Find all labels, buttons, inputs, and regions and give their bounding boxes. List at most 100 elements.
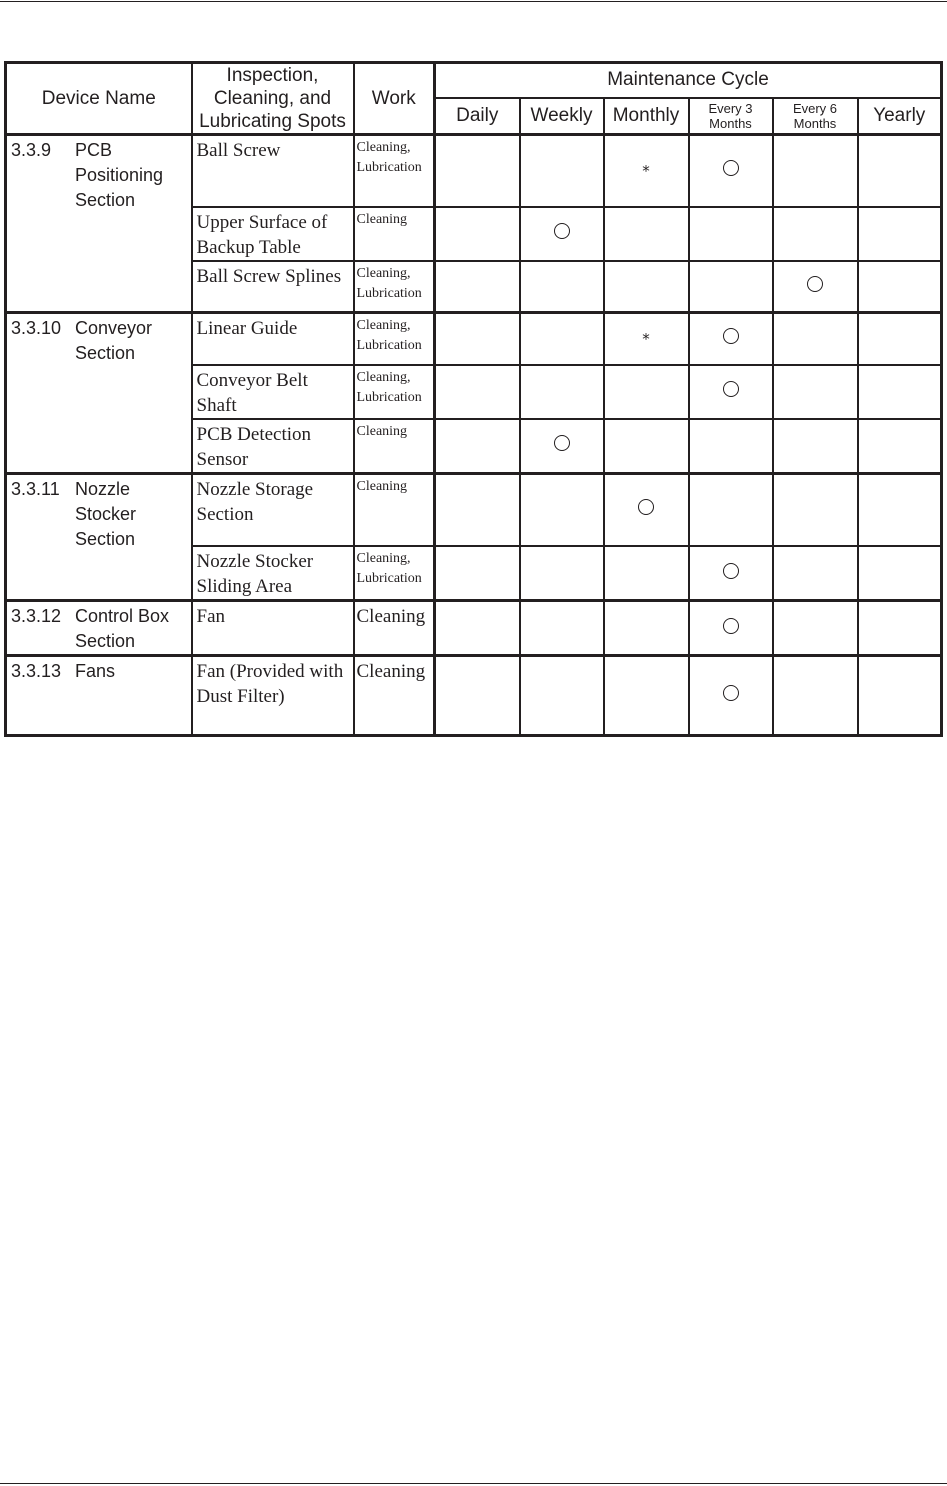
cycle-cell-5 (856, 259, 943, 314)
table-row: Ball Screw Splines Cleaning, Lubrication (6, 259, 943, 314)
circle-mark-icon (722, 328, 739, 345)
cycle-cell-1 (518, 259, 605, 314)
device-name: Control Box Section (75, 606, 170, 651)
circle-mark-icon (722, 562, 739, 579)
spot-cell: Nozzle Storage Section (190, 471, 355, 547)
cycle-cell-2: * (602, 311, 690, 366)
device-name-cell: 3.3.9 PCB Positioning Section (4, 133, 193, 314)
spot-cell: Upper Surface of Backup Table (190, 205, 355, 262)
circle-mark-icon (553, 435, 570, 451)
work-cell: Cleaning, Lubrication (352, 545, 436, 602)
circle-mark-icon (722, 685, 739, 701)
work-cell: Cleaning (352, 205, 436, 262)
table-row: 3.3.10 Conveyor Section Linear Guide Cleani… (4, 311, 943, 474)
table-row: 3.3.12 Control Box Section Fan Cleaning (4, 599, 943, 657)
top-rule (0, 1, 947, 2)
cycle-cell-3 (687, 259, 774, 314)
cycle-cell-5 (856, 545, 943, 602)
work-cell: Cleaning, Lubrication (352, 363, 436, 420)
cycle-cell-0 (433, 311, 521, 366)
cycle-cell-1 (518, 363, 605, 420)
section-number: 3.3.9 (11, 140, 52, 160)
circle-mark-icon (807, 275, 823, 292)
spot-cell: Conveyor Belt Shaft (190, 363, 355, 420)
spot-cell: PCB Detection Sensor (190, 417, 355, 474)
device-name: Fans (75, 661, 116, 681)
cycle-cell-3 (687, 205, 774, 262)
cycle-cell-2: * (602, 133, 690, 208)
cycle-cell-2 (602, 545, 690, 602)
circle-mark-icon (638, 499, 654, 516)
header-work: Work (352, 61, 436, 136)
device-name-cell: 3.3.13 Fans (4, 654, 193, 737)
cycle-cell-0 (433, 417, 521, 474)
cycle-cell-5 (856, 654, 943, 737)
cycle-cell-2 (602, 259, 690, 314)
cycle-cell-0 (433, 599, 521, 657)
header-cycle-4: Every 6 Months (771, 96, 859, 136)
circle-mark-icon (722, 381, 739, 397)
work-cell: Cleaning, Lubrication (352, 311, 436, 366)
cycle-cell-1 (518, 545, 605, 602)
section-number: 3.3.12 (11, 606, 62, 626)
cycle-cell-3 (687, 133, 774, 208)
cycle-cell-0 (433, 133, 521, 208)
cycle-cell-3 (687, 654, 774, 737)
table-row: 3.3.9 PCB Positioning Section Ball Screw Cl… (4, 133, 943, 314)
cycle-cell-0 (433, 259, 521, 314)
device-name-cell: 3.3.10 Conveyor Section (4, 311, 193, 474)
cycle-cell-3 (687, 363, 774, 420)
spot-cell: Fan (190, 599, 355, 657)
table-row: PCB Detection Sensor Cleaning (6, 417, 943, 474)
cycle-cell-0 (433, 654, 521, 737)
cycle-cell-0 (433, 363, 521, 420)
table-row: 3.3.13 Fans Fan (Provided with Dust Filter… (4, 654, 943, 737)
cycle-cell-1 (518, 133, 605, 208)
cycle-cell-2 (602, 654, 690, 737)
table-header: Device Name Inspection, Cleaning, and Lu… (4, 61, 943, 136)
cycle-cell-4 (771, 417, 859, 474)
cycle-cell-4 (771, 133, 859, 208)
cycle-cell-1 (518, 654, 605, 737)
cycle-cell-0 (433, 471, 521, 547)
cycle-cell-2 (602, 599, 690, 657)
header-cycle-5: Yearly (856, 96, 943, 136)
header-cycle-1: Weekly (518, 96, 605, 136)
spot-cell: Nozzle Stocker Sliding Area (190, 545, 355, 602)
cycle-cell-3 (687, 311, 774, 366)
section-number: 3.3.13 (11, 661, 62, 681)
cycle-cell-5 (856, 471, 943, 547)
cycle-cell-5 (856, 133, 943, 208)
work-cell: Cleaning, Lubrication (352, 259, 436, 314)
device-name: Conveyor Section (75, 318, 153, 363)
table-row: Upper Surface of Backup Table Cleaning (6, 205, 943, 262)
cycle-cell-4 (771, 259, 859, 314)
cycle-cell-4 (771, 363, 859, 420)
table-row: 3.3.11 Nozzle Stocker Section Nozzle Stora… (4, 471, 943, 602)
cycle-cell-4 (771, 471, 859, 547)
circle-mark-icon (553, 223, 570, 239)
cycle-cell-3 (687, 545, 774, 602)
cycle-cell-2 (602, 417, 690, 474)
bottom-rule (0, 1483, 947, 1484)
spot-cell: Ball Screw Splines (190, 259, 355, 314)
section-number: 3.3.11 (11, 478, 60, 499)
header-cycle-3: Every 3 Months (687, 96, 774, 136)
cycle-cell-1 (518, 599, 605, 657)
header-cycle-0: Daily (433, 96, 521, 136)
cycle-cell-0 (433, 205, 521, 262)
cycle-cell-5 (856, 417, 943, 474)
maintenance-table: Device Name Inspection, Cleaning, and Lu… (4, 61, 943, 737)
cycle-cell-1 (518, 205, 605, 262)
table-row: Nozzle Stocker Sliding Area Cleaning, Lub… (6, 545, 943, 602)
device-name-cell: 3.3.12 Control Box Section (4, 599, 193, 657)
work-cell: Cleaning (352, 599, 436, 657)
cycle-cell-1 (518, 417, 605, 474)
device-name-cell: 3.3.11 Nozzle Stocker Section (4, 471, 193, 602)
cycle-cell-5 (856, 205, 943, 262)
circle-mark-icon (722, 617, 739, 634)
cycle-cell-1 (518, 471, 605, 547)
asterisk-mark: * (642, 162, 650, 181)
cycle-cell-0 (433, 545, 521, 602)
spot-cell: Fan (Provided with Dust Filter) (190, 654, 355, 737)
